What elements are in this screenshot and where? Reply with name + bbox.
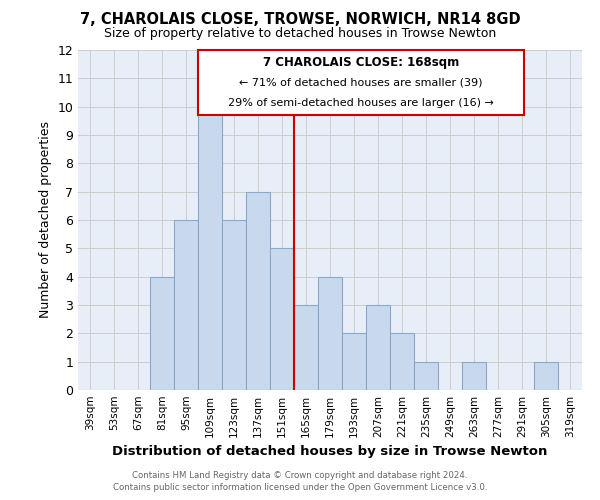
Text: 7 CHAROLAIS CLOSE: 168sqm: 7 CHAROLAIS CLOSE: 168sqm (263, 56, 459, 68)
Text: 29% of semi-detached houses are larger (16) →: 29% of semi-detached houses are larger (… (228, 98, 494, 108)
FancyBboxPatch shape (198, 50, 524, 115)
Bar (223, 220, 245, 390)
X-axis label: Distribution of detached houses by size in Trowse Newton: Distribution of detached houses by size … (112, 446, 548, 458)
Bar (391, 334, 413, 390)
Text: 7, CHAROLAIS CLOSE, TROWSE, NORWICH, NR14 8GD: 7, CHAROLAIS CLOSE, TROWSE, NORWICH, NR1… (80, 12, 520, 28)
Bar (175, 220, 197, 390)
Bar (247, 192, 269, 390)
Bar (151, 276, 173, 390)
Bar (463, 362, 485, 390)
Bar (199, 106, 221, 390)
Text: ← 71% of detached houses are smaller (39): ← 71% of detached houses are smaller (39… (239, 78, 482, 88)
Bar (343, 334, 365, 390)
Text: Contains HM Land Registry data © Crown copyright and database right 2024.
Contai: Contains HM Land Registry data © Crown c… (113, 471, 487, 492)
Bar (295, 305, 317, 390)
Bar (415, 362, 437, 390)
Bar (367, 305, 389, 390)
Bar (319, 276, 341, 390)
Text: Size of property relative to detached houses in Trowse Newton: Size of property relative to detached ho… (104, 28, 496, 40)
Bar (271, 248, 293, 390)
Y-axis label: Number of detached properties: Number of detached properties (39, 122, 52, 318)
Bar (535, 362, 557, 390)
